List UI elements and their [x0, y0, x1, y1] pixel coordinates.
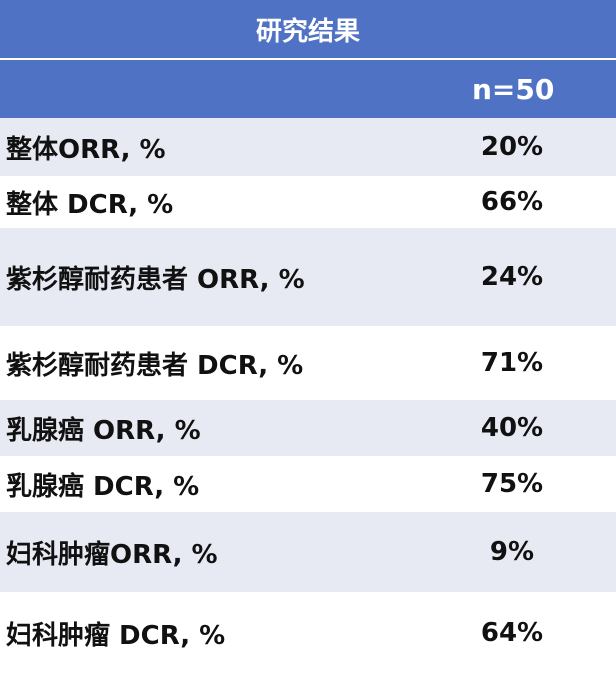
table-row: 妇科肿瘤ORR, % 9% — [0, 512, 616, 592]
row-value: 75% — [480, 469, 544, 499]
table-title: 研究结果 — [0, 0, 616, 60]
row-value: 20% — [480, 132, 544, 162]
row-label: 紫杉醇耐药患者 DCR, % — [6, 350, 304, 381]
column-header-n: n=50 — [472, 72, 555, 106]
row-label: 乳腺癌 DCR, % — [6, 471, 200, 502]
table-row: 整体 DCR, % 66% — [0, 176, 616, 228]
row-value: 66% — [480, 187, 544, 217]
table-row: 整体ORR, % 20% — [0, 118, 616, 176]
row-label: 整体 DCR, % — [6, 189, 174, 220]
table-row: 乳腺癌 ORR, % 40% — [0, 400, 616, 456]
row-label: 紫杉醇耐药患者 ORR, % — [6, 264, 305, 295]
column-header-row: n=50 — [0, 60, 616, 118]
table-row: 紫杉醇耐药患者 DCR, % 71% — [0, 326, 616, 400]
row-label: 妇科肿瘤 DCR, % — [6, 620, 226, 651]
row-value: 40% — [480, 413, 544, 443]
row-value: 71% — [480, 348, 544, 378]
table-row: 妇科肿瘤 DCR, % 64% — [0, 592, 616, 674]
row-label: 整体ORR, % — [6, 134, 166, 165]
table-row: 乳腺癌 DCR, % 75% — [0, 456, 616, 512]
row-value: 64% — [480, 618, 544, 648]
row-value: 24% — [480, 262, 544, 292]
row-value: 9% — [489, 537, 535, 567]
table-row: 紫杉醇耐药患者 ORR, % 24% — [0, 228, 616, 326]
row-label: 乳腺癌 ORR, % — [6, 415, 201, 446]
row-label: 妇科肿瘤ORR, % — [6, 539, 218, 570]
